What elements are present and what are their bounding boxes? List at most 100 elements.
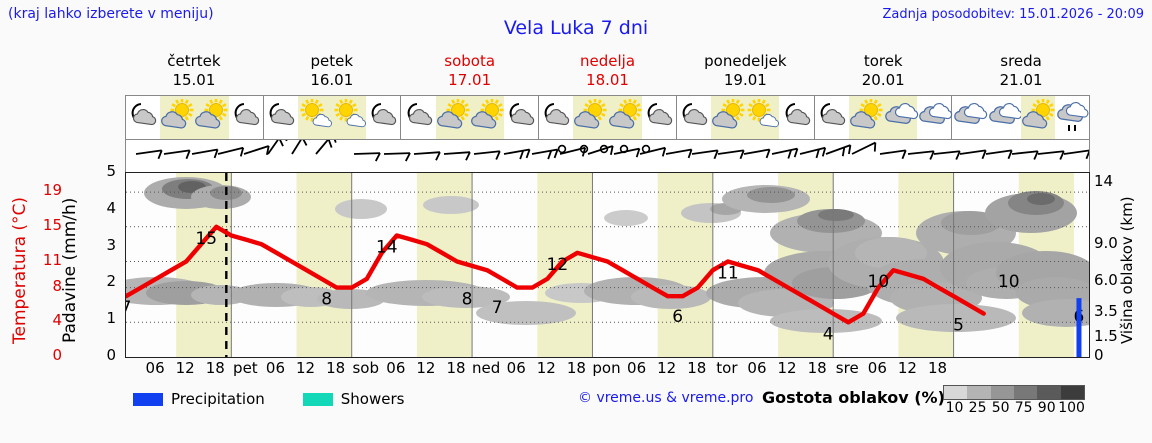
sun-smallcloud-icon <box>297 96 333 139</box>
wind-barb <box>1037 150 1065 160</box>
cloud-height-tick: 0 <box>1094 346 1104 364</box>
cloud-scale-step-3 <box>1013 386 1038 399</box>
last-update-stamp: Zadnja posodobitev: 15.01.2026 - 20:09 <box>882 7 1144 22</box>
sun-cloud-icon-glyph <box>1019 98 1057 137</box>
sun-cloud-icon-glyph <box>571 98 609 137</box>
wind-barb <box>353 152 381 162</box>
location-menu-note[interactable]: (kraj lahko izberete v meniju) <box>8 6 214 22</box>
precipitation-tick: 0 <box>106 346 116 364</box>
precipitation-axis-title: Padavine (mm/h) <box>60 197 80 343</box>
wind-barb <box>825 144 852 157</box>
precipitation-bars <box>1076 298 1082 357</box>
bottom-legend: Precipitation Showers <box>133 388 404 410</box>
day-date: 17.01 <box>448 71 492 89</box>
temperature-tick: 8 <box>52 276 62 295</box>
temperature-tick: 11 <box>42 250 62 269</box>
moon-cloud-icon-glyph <box>778 99 816 137</box>
moon-cloud-icon <box>366 96 400 139</box>
x-tick-label: 06 <box>627 359 647 377</box>
daytime-band <box>296 173 352 357</box>
cloud-icon-glyph <box>915 99 953 137</box>
wind-barb <box>135 149 163 160</box>
showers-legend-label: Showers <box>340 390 405 408</box>
cloud-density-field <box>126 177 1089 333</box>
wind-barb-strip <box>125 131 1091 172</box>
cloud-icon <box>915 96 953 139</box>
x-tick-label: 18 <box>205 359 225 377</box>
x-tick-label: pon <box>592 359 621 377</box>
precipitation-tick: 3 <box>106 235 116 254</box>
x-axis-labels: 06 12 18 pet 06 12 18 sob 06 12 18 ned 06 12 18 pon 06 12… <box>125 359 1090 379</box>
copyright-notice[interactable]: © vreme.us & vreme.pro <box>578 390 754 406</box>
sun-cloud-icon <box>1019 96 1057 139</box>
sun-cloud-icon <box>709 96 747 139</box>
temperature-tick: 4 <box>52 311 62 330</box>
icon-day-group-2 <box>401 96 540 139</box>
sun-smallcloud-icon-glyph <box>743 98 781 137</box>
day-header-1: petek 16.01 <box>263 52 401 92</box>
moon-cloud-icon-glyph <box>502 99 540 137</box>
wind-barb <box>743 148 771 159</box>
day-name: nedelja <box>580 52 636 70</box>
cloud-icon <box>882 96 919 139</box>
moon-cloud-icon <box>504 96 538 139</box>
daytime-band <box>657 173 713 357</box>
wind-barb <box>985 149 1013 160</box>
cloud-blob <box>422 286 510 308</box>
moon-cloud-icon-glyph <box>400 99 438 137</box>
cloud-drizzle-icon-glyph <box>1053 99 1091 137</box>
sun-cloud-icon-glyph <box>606 98 644 137</box>
wind-barb <box>717 149 745 160</box>
icon-day-group-0 <box>126 96 264 139</box>
x-tick-label: pet <box>233 359 258 377</box>
x-tick-label: 18 <box>566 359 586 377</box>
wind-barb <box>413 151 441 161</box>
cloud-blob <box>770 309 882 333</box>
x-tick-label: 06 <box>506 359 526 377</box>
cloud-scale-label: 100 <box>1058 400 1085 416</box>
moon-cloud-icon <box>779 96 813 139</box>
cloud-blob <box>476 301 576 325</box>
day-date: 19.01 <box>723 71 767 89</box>
day-date: 16.01 <box>310 71 354 89</box>
cloud-blob <box>896 304 1016 332</box>
temperature-value-label: 7 <box>126 298 131 318</box>
day-header-3: nedelja 18.01 <box>539 52 677 92</box>
x-tick-label: 12 <box>536 359 556 377</box>
sun-cloud-icon <box>848 96 883 139</box>
sun-cloud-icon-glyph <box>709 98 747 137</box>
cloud-scale-step-5 <box>1060 386 1084 399</box>
wind-barb <box>879 149 907 160</box>
precipitation-swatch <box>133 392 163 406</box>
horizontal-gridlines <box>126 191 1089 323</box>
cloud-blob <box>335 199 387 219</box>
wind-barb <box>959 149 987 160</box>
icon-day-group-1 <box>264 96 402 139</box>
sun-cloud-icon-glyph <box>158 98 196 137</box>
temperature-value-label: 8 <box>321 290 332 310</box>
day-header-4: ponedeljek 19.01 <box>676 52 814 92</box>
sun-cloud-icon <box>606 96 644 139</box>
cloud-height-tick: 14 <box>1094 171 1114 190</box>
day-header-6: sreda 21.01 <box>952 52 1090 92</box>
wind-barb <box>1011 150 1039 160</box>
precipitation-legend-label: Precipitation <box>171 390 265 408</box>
temperature-value-label: 15 <box>195 229 217 249</box>
moon-cloud-icon <box>401 96 435 139</box>
precipitation-tick: 5 <box>106 162 116 180</box>
wind-barb <box>443 151 471 161</box>
moon-cloud-icon-glyph <box>640 99 678 137</box>
temperature-value-label: 12 <box>547 255 569 275</box>
wind-barb <box>639 146 667 157</box>
day-header-2: sobota 17.01 <box>401 52 539 92</box>
calm-wind-marker <box>557 144 567 154</box>
cloud-scale-label: 10 <box>945 400 964 416</box>
sun-smallcloud-icon <box>743 96 781 139</box>
moon-cloud-icon-glyph <box>227 99 265 137</box>
day-name: ponedeljek <box>704 52 787 70</box>
x-tick-label: 12 <box>657 359 677 377</box>
cloud-blob <box>604 210 648 226</box>
weather-icon-strip <box>125 95 1090 140</box>
day-name: petek <box>310 52 354 70</box>
icon-day-group-3 <box>539 96 677 139</box>
